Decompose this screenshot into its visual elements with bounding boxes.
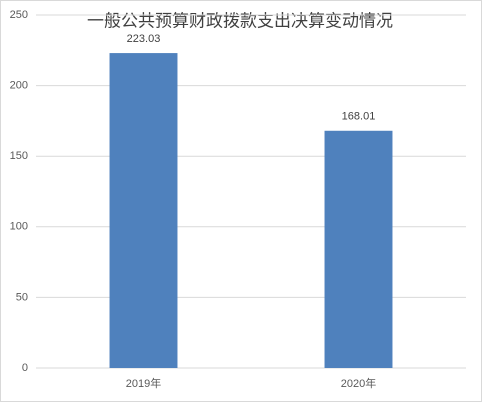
data-label: 168.01 — [342, 111, 376, 123]
y-tick-label: 150 — [10, 150, 28, 162]
y-tick-label: 50 — [16, 291, 28, 303]
data-label: 223.03 — [127, 33, 161, 45]
x-tick-label: 2020年 — [341, 376, 376, 390]
y-tick-label: 100 — [10, 221, 28, 233]
y-tick-label: 0 — [22, 362, 28, 374]
bar — [324, 130, 393, 368]
bar — [109, 53, 178, 369]
x-tick-label: 2019年 — [126, 376, 161, 390]
y-tick-label: 250 — [10, 9, 28, 21]
chart-title: 一般公共预算财政拨款支出决算变动情况 — [87, 11, 393, 30]
y-tick-label: 200 — [10, 80, 28, 92]
